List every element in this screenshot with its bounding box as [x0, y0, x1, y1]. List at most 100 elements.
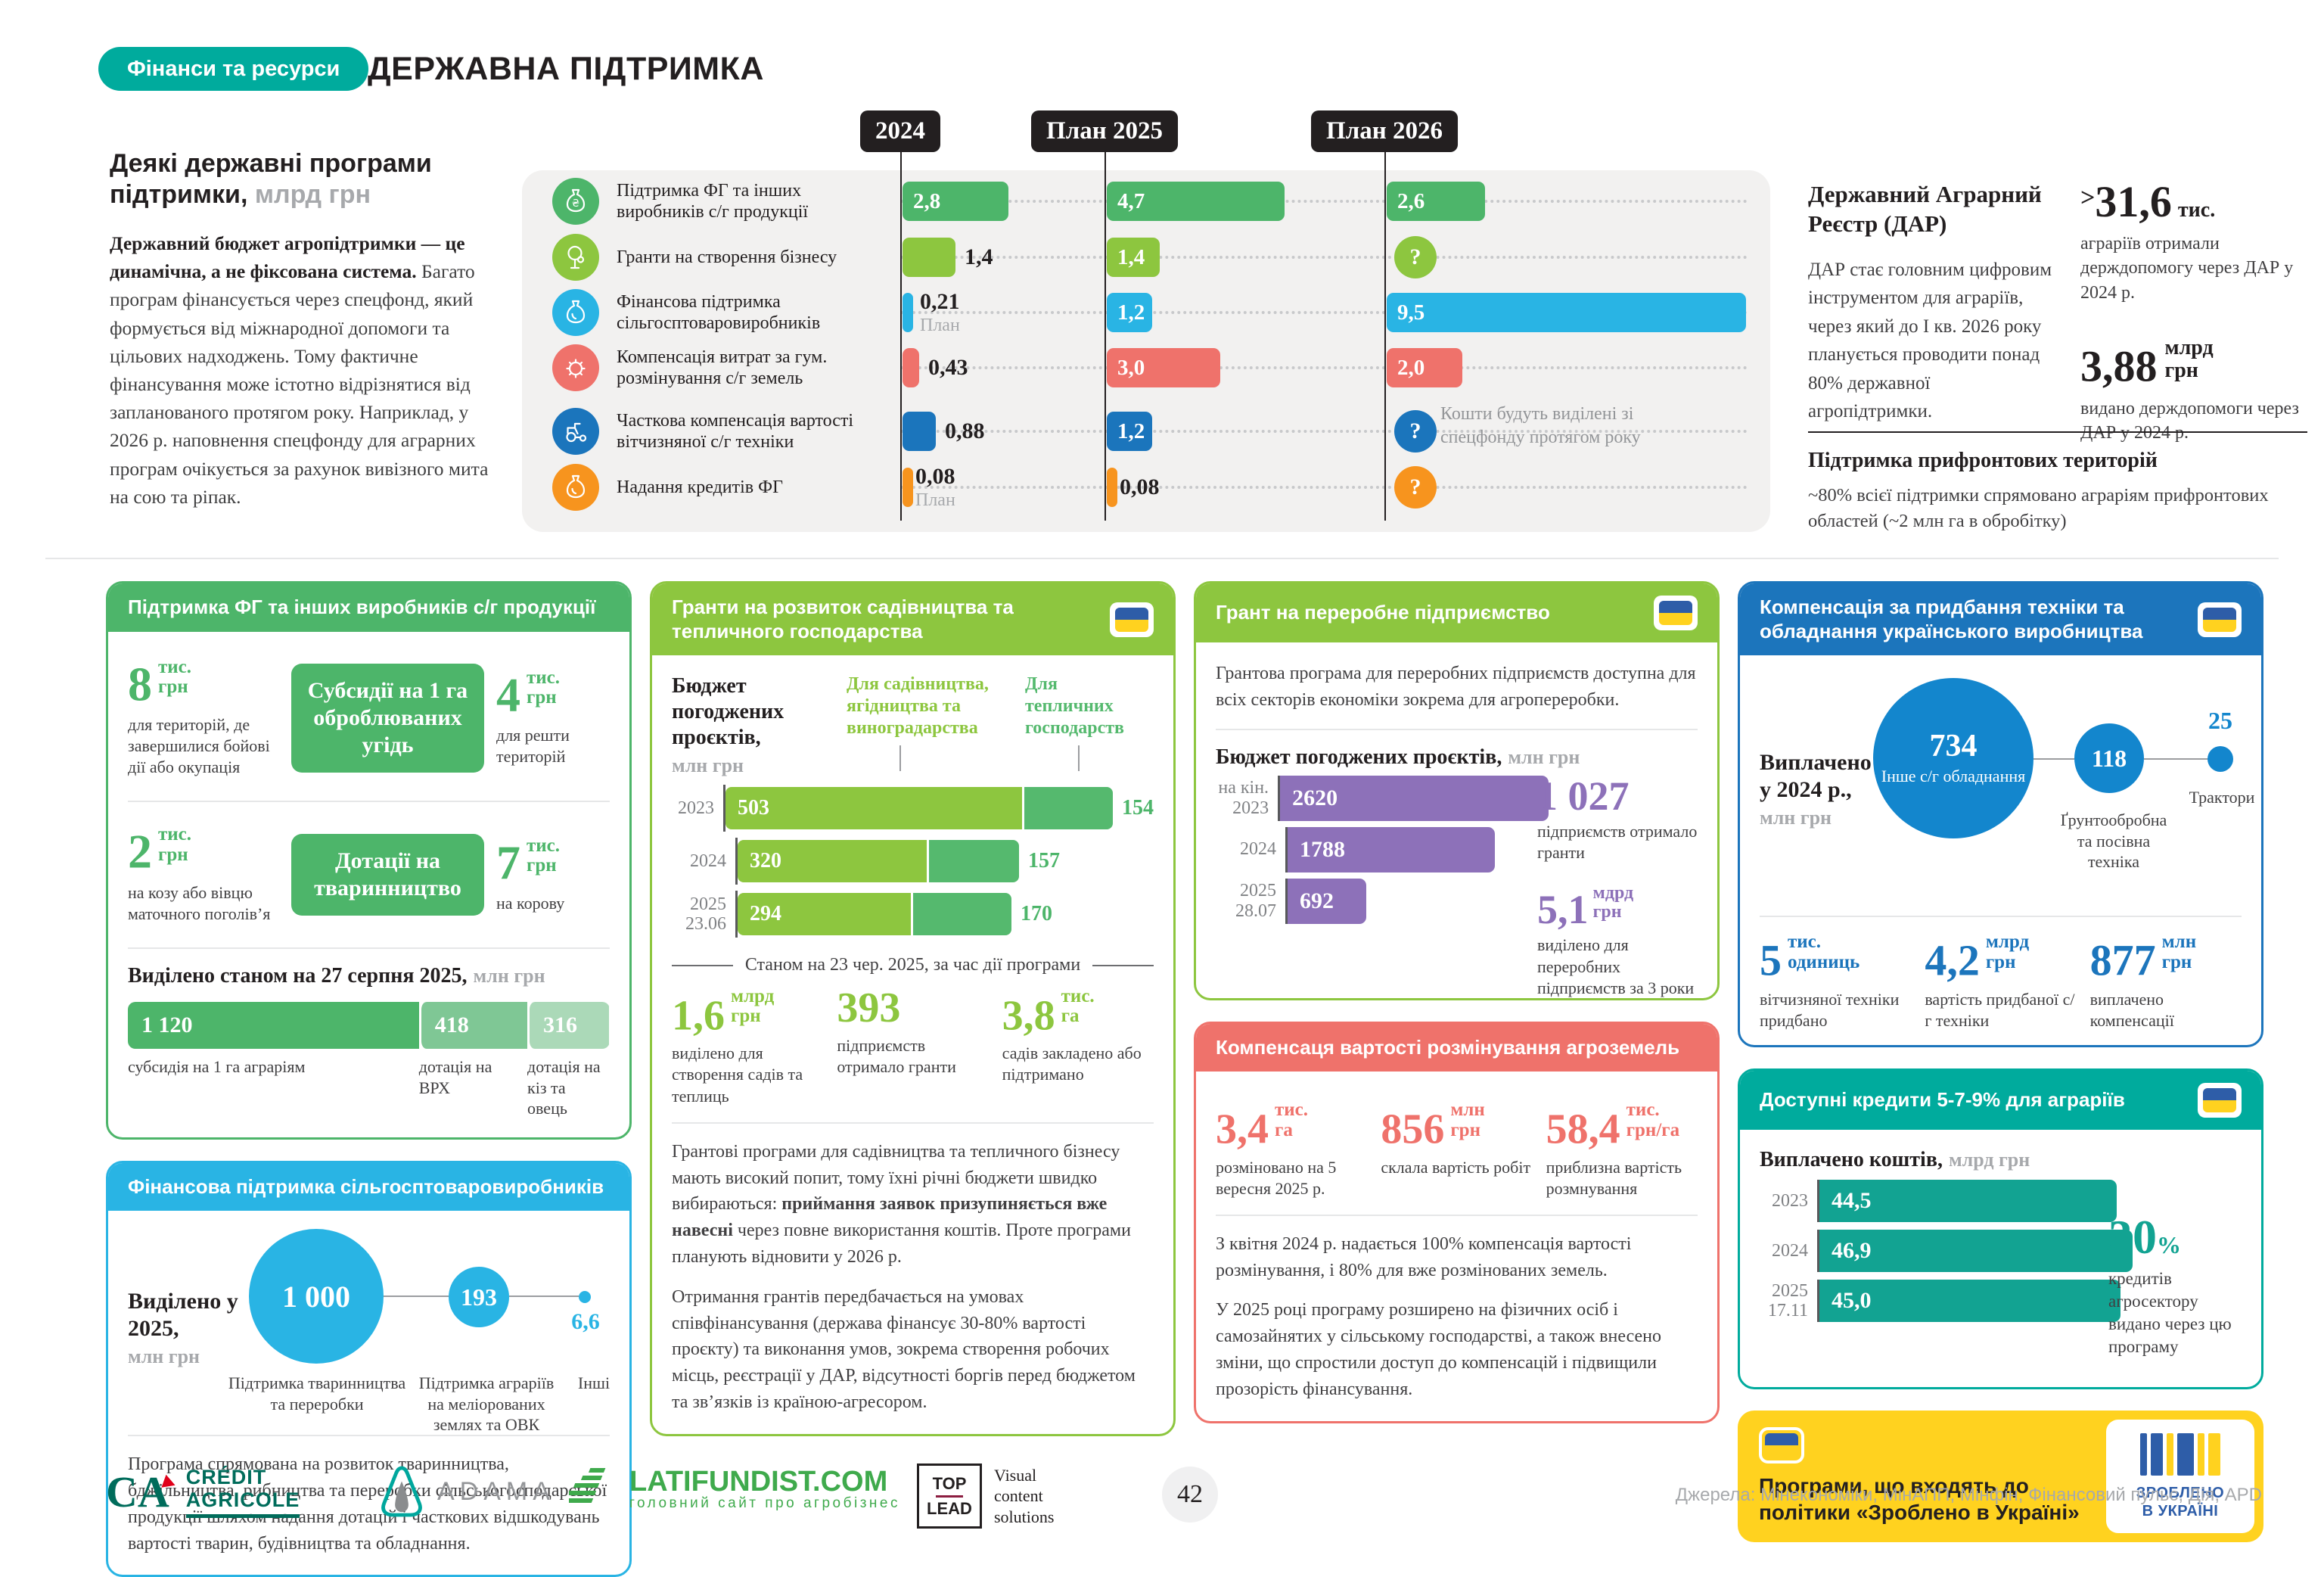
- chart-legend: Для садівництва, ягідництва та винограда…: [847, 673, 1146, 777]
- year-pill: План 2026: [1311, 110, 1458, 152]
- subsidy-badge: Субсидії на 1 га оброблюваних угідь: [291, 664, 484, 773]
- bar: 692: [1285, 879, 1366, 924]
- bar-value: 170: [1021, 902, 1052, 926]
- bubble-label: Трактори: [2188, 787, 2256, 808]
- bubble-value: 6,6: [559, 1309, 612, 1335]
- bar-greenhouse: [927, 840, 1019, 882]
- sack-hryvnia-icon: ₴: [552, 178, 599, 225]
- allocated-title: Виділено станом на 27 серпня 2025,млн гр…: [128, 964, 610, 988]
- axis-line: [1384, 148, 1386, 521]
- bar: [903, 238, 955, 277]
- allocated-label: Виділено у 2025,млн грн: [128, 1288, 241, 1368]
- bar-value: 154: [1122, 796, 1154, 820]
- stat-label: видано держдопомоги через ДАР у 2024 р.: [2080, 397, 2307, 446]
- bubble-193: 193: [449, 1267, 509, 1327]
- adama-icon: [378, 1465, 425, 1518]
- program-label: Надання кредитів ФГ: [617, 456, 889, 519]
- year-pill: 2024: [860, 110, 940, 152]
- divider: [1808, 431, 2307, 433]
- section-badge: Фінанси та ресурси: [98, 47, 368, 91]
- bubble-chart: Виділено у 2025,млн грн 1 000 193 6,6 Пі…: [128, 1229, 610, 1420]
- bar: 1,2: [1107, 293, 1152, 332]
- question-circle: ?: [1394, 410, 1437, 453]
- dar-title: Державний Аграрний Реєстр (ДАР): [1808, 180, 2058, 239]
- bar-value: 0,43: [928, 348, 968, 387]
- bubble-118: 118: [2074, 723, 2144, 793]
- bar-value: 0,88: [945, 412, 985, 451]
- stat-enterprises: 393 підприємств отримало гранти: [837, 987, 988, 1107]
- program-label: Гранти на створення бізнесу: [617, 226, 889, 289]
- ukraine-flag-icon: [1654, 596, 1698, 630]
- card-header: Фінансова підтримка сільгосптоваровиробн…: [108, 1163, 629, 1212]
- column-3: Грант на переробне підприємство Грантова…: [1194, 581, 1720, 1423]
- card-header: Грант на переробне підприємство: [1196, 583, 1717, 642]
- frontline-block: Підтримка прифронтових територій ~80% вс…: [1808, 448, 2307, 534]
- bar: 44,5: [1817, 1180, 2117, 1222]
- bubble-1000: 1 000: [249, 1229, 384, 1364]
- chart-title: Бюджет погоджених проєктів,млн грн: [1216, 745, 1698, 770]
- bar: [903, 412, 936, 451]
- bar: [1107, 468, 1117, 507]
- year-label: 2024: [1216, 839, 1285, 859]
- stat-enterprises: 1 027 підприємств отримало гранти: [1537, 776, 1698, 864]
- sack-icon: [552, 289, 599, 336]
- card-credit-579: Доступні кредити 5-7-9% для аграріїв Вип…: [1738, 1068, 2263, 1389]
- cards-grid: Підтримка ФГ та інших виробників с/г про…: [106, 581, 2263, 1577]
- question-circle: ?: [1394, 466, 1437, 509]
- bar: 3,0: [1107, 348, 1220, 387]
- page-number: 42: [1162, 1467, 1218, 1523]
- program-label: Фінансова підтримка сільгосптоваровиробн…: [617, 281, 889, 344]
- as-of-note: Станом на 23 чер. 2025, за час дії прогр…: [672, 954, 1154, 976]
- year-pill: План 2025: [1031, 110, 1178, 152]
- stacked-segment: 1 120: [128, 1002, 419, 1049]
- bubble-6-6: [579, 1291, 591, 1303]
- stacked-segment: 418: [419, 1002, 527, 1049]
- chart-note: Кошти будуть виділені зі спецфонду протя…: [1440, 403, 1645, 449]
- sources-note: Джерела: Мінекономіки, МінАПП, Мінфін, Ф…: [1676, 1486, 2262, 1504]
- column-2: Гранти на розвиток садівництва та теплич…: [650, 581, 1176, 1436]
- bar: 1,4: [1107, 238, 1160, 277]
- livestock-badge: Дотації на тваринництво: [291, 834, 484, 916]
- card-processing-grant: Грант на переробне підприємство Грантова…: [1194, 581, 1720, 1000]
- demining-paragraph-1: З квітня 2024 р. надається 100% компенса…: [1216, 1231, 1698, 1284]
- year-label: 2023: [1760, 1191, 1817, 1211]
- tree-icon: [552, 234, 599, 281]
- card-header: Компенсаця вартості розмінування агрозем…: [1196, 1024, 1717, 1072]
- intro-paragraph: Державний бюджет агропідтримки — це дина…: [110, 229, 507, 511]
- year-label: 2023: [672, 798, 723, 818]
- bar-value: 157: [1028, 849, 1060, 873]
- sack-icon: [552, 464, 599, 511]
- legend-orchard: Для садівництва, ягідництва та винограда…: [847, 673, 1005, 777]
- frontline-text: ~80% всієї підтримки спрямовано аграріям…: [1808, 483, 2307, 535]
- latifundist-icon: [569, 1465, 617, 1513]
- year-label: на кін.2023: [1216, 778, 1278, 818]
- chart-header: Бюджет погоджених проєктів,млн грн Для с…: [672, 673, 1154, 777]
- bar-greenhouse: [1022, 787, 1113, 829]
- bar: [903, 293, 913, 332]
- infographic-page: Фінанси та ресурси ДЕРЖАВНА ПІДТРИМКА Де…: [0, 0, 2324, 1529]
- chart-heading: Деякі державні програми підтримки, млрд …: [110, 148, 507, 211]
- adama-logo: ADAMA: [378, 1465, 555, 1518]
- ukraine-flag-icon: [1110, 602, 1154, 637]
